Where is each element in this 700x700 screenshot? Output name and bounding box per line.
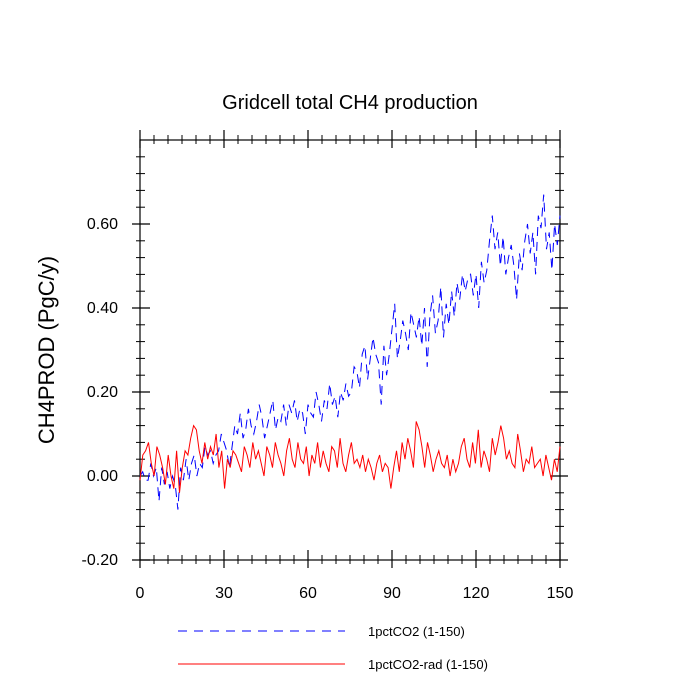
series-line-1 — [139, 194, 561, 510]
chart-title: Gridcell total CH4 production — [222, 92, 478, 114]
series-layer — [139, 194, 561, 510]
axis-tick-labels: 0 30 60 90 120 150 -0.20 0.00 0.20 0.40 0.60 — [82, 216, 574, 602]
y-tick-label: 0.40 — [87, 300, 118, 317]
y-axis-label: CH4PROD (PgC/y) — [34, 256, 59, 444]
y-tick-label: 0.00 — [87, 468, 118, 485]
x-tick-label: 60 — [299, 585, 317, 602]
legend-label-2: 1pctCO2-rad (1-150) — [368, 657, 488, 672]
legend: 1pctCO2 (1-150) 1pctCO2-rad (1-150) — [178, 624, 488, 672]
plot-frame — [139, 139, 561, 561]
y-tick-label: 0.20 — [87, 384, 118, 401]
x-tick-label: 30 — [215, 585, 233, 602]
x-tick-label: 120 — [463, 585, 490, 602]
x-tick-label: 90 — [383, 585, 401, 602]
x-tick-label: 150 — [547, 585, 574, 602]
x-tick-label: 0 — [136, 585, 145, 602]
y-tick-label: 0.60 — [87, 216, 118, 233]
legend-label-1: 1pctCO2 (1-150) — [368, 624, 465, 639]
y-tick-label: -0.20 — [82, 552, 119, 569]
y-axis-label-group: CH4PROD (PgC/y) — [34, 256, 59, 444]
series-line-2 — [139, 421, 561, 493]
axis-ticks — [132, 130, 568, 568]
